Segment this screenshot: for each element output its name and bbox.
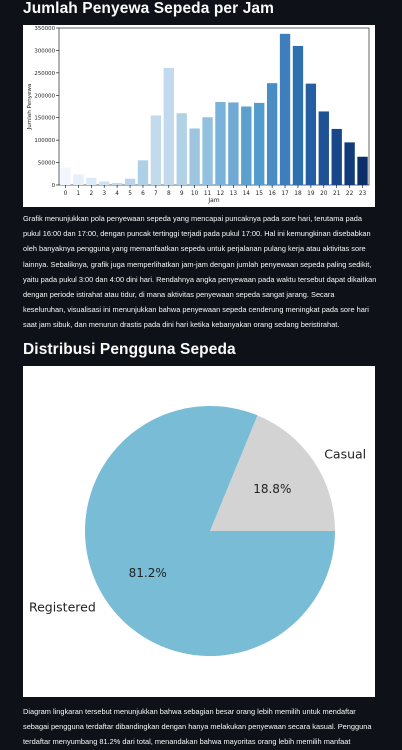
pie-percent-label: 18.8% (253, 482, 291, 496)
x-tick-label: 23 (359, 191, 367, 197)
pie-slice (85, 406, 335, 656)
x-tick-label: 8 (167, 191, 171, 197)
x-tick-label: 9 (180, 191, 184, 197)
x-tick-label: 3 (102, 191, 106, 197)
x-tick-label: 11 (204, 191, 212, 197)
y-tick-label: 350000 (34, 26, 55, 32)
x-tick-label: 19 (307, 191, 315, 197)
bar (305, 83, 317, 185)
y-tick-label: 0 (52, 183, 56, 189)
bar (241, 106, 252, 185)
users-section-title: Distribusi Pengguna Sepeda (23, 341, 236, 358)
bar (150, 115, 162, 185)
x-tick-label: 14 (243, 191, 251, 197)
bar (73, 174, 84, 185)
pie-slice-label: Casual (324, 446, 366, 461)
x-tick-label: 22 (346, 191, 354, 197)
bar (137, 160, 149, 185)
bar (176, 113, 187, 185)
x-tick-label: 12 (217, 191, 225, 197)
bar (357, 156, 368, 185)
bar (86, 177, 97, 185)
bar (163, 67, 174, 185)
x-tick-label: 5 (128, 191, 132, 197)
hourly-bar-chart-figure: 0 50000 100000 150000 200000 250000 300000 3500… (23, 25, 375, 207)
y-tick-label: 100000 (34, 138, 55, 144)
bar (189, 128, 200, 185)
users-description: Diagram lingkaran tersebut menunjukkan b… (23, 707, 372, 747)
x-tick-label: 4 (115, 191, 119, 197)
y-tick-label: 200000 (34, 93, 55, 99)
bar (331, 128, 342, 185)
x-axis-label: Jam (207, 197, 219, 204)
x-tick-label: 6 (141, 191, 145, 197)
pie-percent-label: 81.2% (129, 566, 167, 580)
bar (60, 167, 71, 185)
bar (254, 102, 265, 185)
hourly-description: Grafik menunjukkan pola penyewaan sepeda… (23, 214, 377, 330)
bar (215, 102, 226, 185)
x-tick-label: 20 (320, 191, 328, 197)
x-tick-label: 18 (294, 191, 302, 197)
x-tick-label: 21 (333, 191, 341, 197)
bar (318, 111, 329, 185)
bar (124, 178, 136, 185)
bar (344, 142, 355, 185)
x-tick-label: 0 (64, 191, 68, 197)
y-tick-label: 50000 (38, 161, 56, 167)
x-tick-label: 1 (77, 191, 81, 197)
x-tick-label: 7 (154, 191, 158, 197)
bar (99, 181, 110, 185)
x-tick-label: 10 (191, 191, 199, 197)
x-tick-label: 16 (268, 191, 276, 197)
bar (228, 102, 239, 185)
pie-slice (210, 415, 335, 531)
pie-slice-label: Registered (29, 600, 96, 615)
y-tick-label: 150000 (34, 116, 55, 122)
x-tick-label: 13 (230, 191, 238, 197)
users-pie-chart-figure: 18.8% Casual 81.2% Registered (23, 366, 375, 697)
y-tick-label: 300000 (34, 48, 55, 54)
bar (292, 45, 304, 185)
x-tick-label: 2 (89, 191, 93, 197)
y-axis-label: Jumlah Penyewa (27, 84, 33, 131)
bar (202, 117, 213, 185)
hourly-bar-chart: 0 50000 100000 150000 200000 250000 300000 3500… (27, 26, 370, 204)
x-tick-label: 15 (256, 191, 264, 197)
hourly-section-title: Jumlah Penyewa Sepeda per Jam (23, 0, 275, 17)
y-tick-label: 250000 (34, 71, 55, 77)
plot-area (58, 27, 370, 186)
bar (111, 182, 123, 185)
users-pie-chart: 18.8% Casual 81.2% Registered (29, 406, 366, 656)
bar (266, 83, 278, 185)
bar (279, 33, 291, 186)
x-tick-label: 17 (281, 191, 289, 197)
